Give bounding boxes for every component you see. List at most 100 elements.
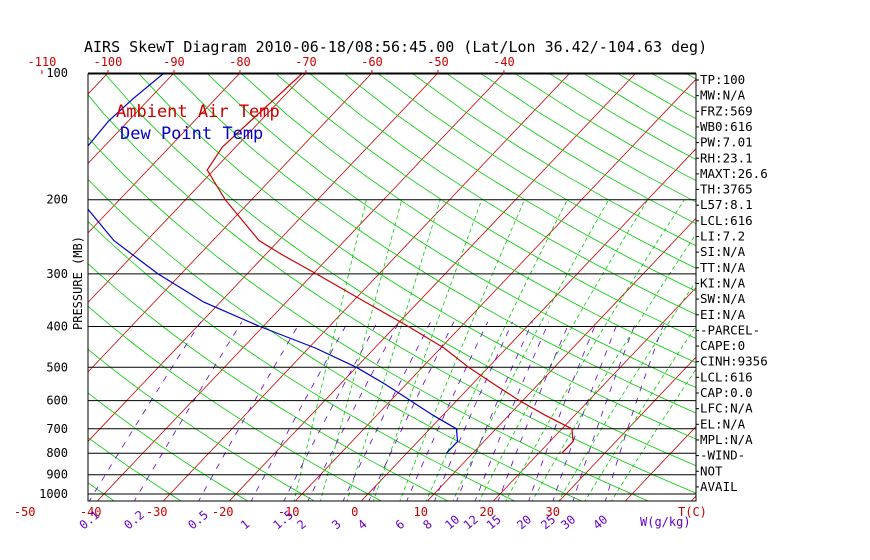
index-label: AVAIL: [700, 479, 738, 494]
mixing-ratio-label: 20: [514, 512, 534, 532]
pressure-gridlines: [88, 72, 696, 495]
dry-adiabat-line: [104, 74, 696, 467]
dry-adiabat-line: [88, 392, 249, 501]
pressure-tick-label: 1000: [39, 487, 68, 501]
index-label: -PARCEL-: [700, 322, 760, 337]
top-temp-label: -60: [361, 55, 383, 69]
dry-adiabat-line: [88, 305, 383, 501]
dry-adiabat-line: [207, 74, 696, 389]
isotherm-line: [228, 74, 636, 501]
index-label: MPL:N/A: [700, 432, 753, 447]
index-label: L57:8.1: [700, 197, 753, 212]
mixing-ratio-label: 8: [420, 517, 435, 532]
legend: Ambient Air Temp Dew Point Temp: [116, 102, 280, 144]
top-temp-label: -40: [493, 55, 515, 69]
mixing-ratio-label: 4: [355, 517, 370, 532]
moist-adiabat-line: [558, 280, 696, 501]
plot-frame: [87, 73, 697, 502]
isotherm-line: [426, 217, 696, 501]
top-temp-label: -70: [295, 55, 317, 69]
top-temp-label: -50: [427, 55, 449, 69]
mixing-ratio-label: 0.2: [121, 508, 147, 533]
index-label: LFC:N/A: [700, 401, 753, 416]
dry-adiabat-line: [88, 348, 316, 501]
dry-adiabat-line: [88, 263, 449, 501]
chart-title: AIRS SkewT Diagram 2010-06-18/08:56:45.0…: [84, 38, 707, 56]
pressure-tick-label: 700: [46, 422, 68, 436]
dry-adiabat-line: [88, 178, 583, 501]
index-label: RH:23.1: [700, 150, 753, 165]
index-label: SI:N/A: [700, 244, 746, 259]
dry-adiabat-line: [480, 74, 696, 203]
moist-adiabat-line: [505, 199, 685, 501]
index-label: NOT: [700, 463, 723, 478]
bottom-temp-label: 0: [351, 505, 358, 519]
dry-adiabat-line: [241, 74, 696, 364]
dry-adiabat-line: [88, 436, 182, 501]
index-label: TH:3765: [700, 182, 753, 197]
indices-panel: TP:100MW:N/AFRZ:569WB0:616PW:7.01RH:23.1…: [696, 72, 768, 494]
moist-adiabat-line: [611, 368, 696, 501]
mixing-ratio-line: [283, 321, 378, 501]
index-label: -WIND-: [700, 448, 745, 463]
mixing-ratio-label: 6: [393, 517, 408, 532]
top-temp-label: -100: [93, 55, 122, 69]
index-label: LCL:616: [700, 213, 753, 228]
index-label: LI:7.2: [700, 229, 745, 244]
mixing-ratio-line: [406, 321, 489, 501]
isotherm-line: [162, 74, 570, 501]
isotherm-line: [88, 74, 174, 165]
dry-adiabat-line: [88, 94, 696, 494]
isotherm-line: [88, 74, 108, 95]
moist-adiabat-line: [584, 325, 696, 501]
index-label: PW:7.01: [700, 135, 753, 150]
mixing-ratio-label: 10: [442, 512, 462, 532]
mixing-ratio-line: [368, 321, 455, 501]
isotherm-line: [294, 78, 696, 501]
bottom-temp-label: -40: [80, 505, 102, 519]
index-label: CINH:9356: [700, 354, 768, 369]
pressure-tick-label: 600: [46, 394, 68, 408]
mixing-ratio-line: [552, 321, 619, 501]
ambient-air-temp-line: [206, 74, 574, 454]
moist-adiabat-line: [531, 233, 696, 501]
series-lines: [88, 74, 574, 454]
mixing-ratio-label: 30: [558, 512, 578, 532]
index-label: EL:N/A: [700, 416, 746, 431]
moist-adiabat-line: [425, 199, 568, 501]
dry-adiabat-line: [88, 221, 516, 501]
dry-adiabat-line: [88, 482, 116, 501]
mixing-ratio-line: [198, 321, 301, 501]
mixing-ratio-label: 2: [294, 517, 309, 532]
mixing-ratio-label: 0.5: [185, 508, 211, 533]
dry-adiabat-line: [446, 74, 696, 225]
y-axis-label: PRESSURE (MB): [71, 236, 85, 330]
isotherm-line: [0, 64, 51, 503]
bottom-temp-label: -50: [14, 505, 36, 519]
isotherm-line: [492, 287, 696, 501]
bottom-temp-label: 30: [545, 505, 559, 519]
isotherm-line: [624, 426, 696, 501]
isotherm-line: [96, 74, 504, 501]
background-lines: [0, 64, 696, 503]
index-label: MW:N/A: [700, 88, 746, 103]
dew-point-temp-line: [88, 74, 459, 454]
moist-adiabat-line: [346, 199, 441, 501]
dry-adiabat-line: [172, 74, 696, 414]
index-label: WB0:616: [700, 119, 753, 134]
index-label: KI:N/A: [700, 275, 746, 290]
pressure-tick-label: 300: [46, 267, 68, 281]
top-temp-label: -90: [163, 55, 185, 69]
index-label: MAXT:26.6: [700, 166, 768, 181]
moist-adiabat-line: [320, 199, 403, 501]
mixing-ratio-line: [572, 321, 637, 501]
isotherm-line: [360, 148, 696, 501]
pressure-tick-label: 900: [46, 468, 68, 482]
index-label: CAP:0.0: [700, 385, 753, 400]
pressure-tick-label: 200: [46, 193, 68, 207]
moist-adiabat-line: [399, 199, 525, 501]
pressure-tick-label: 400: [46, 319, 68, 333]
mixing-ratio-line: [250, 321, 349, 501]
index-label: EI:N/A: [700, 307, 746, 322]
